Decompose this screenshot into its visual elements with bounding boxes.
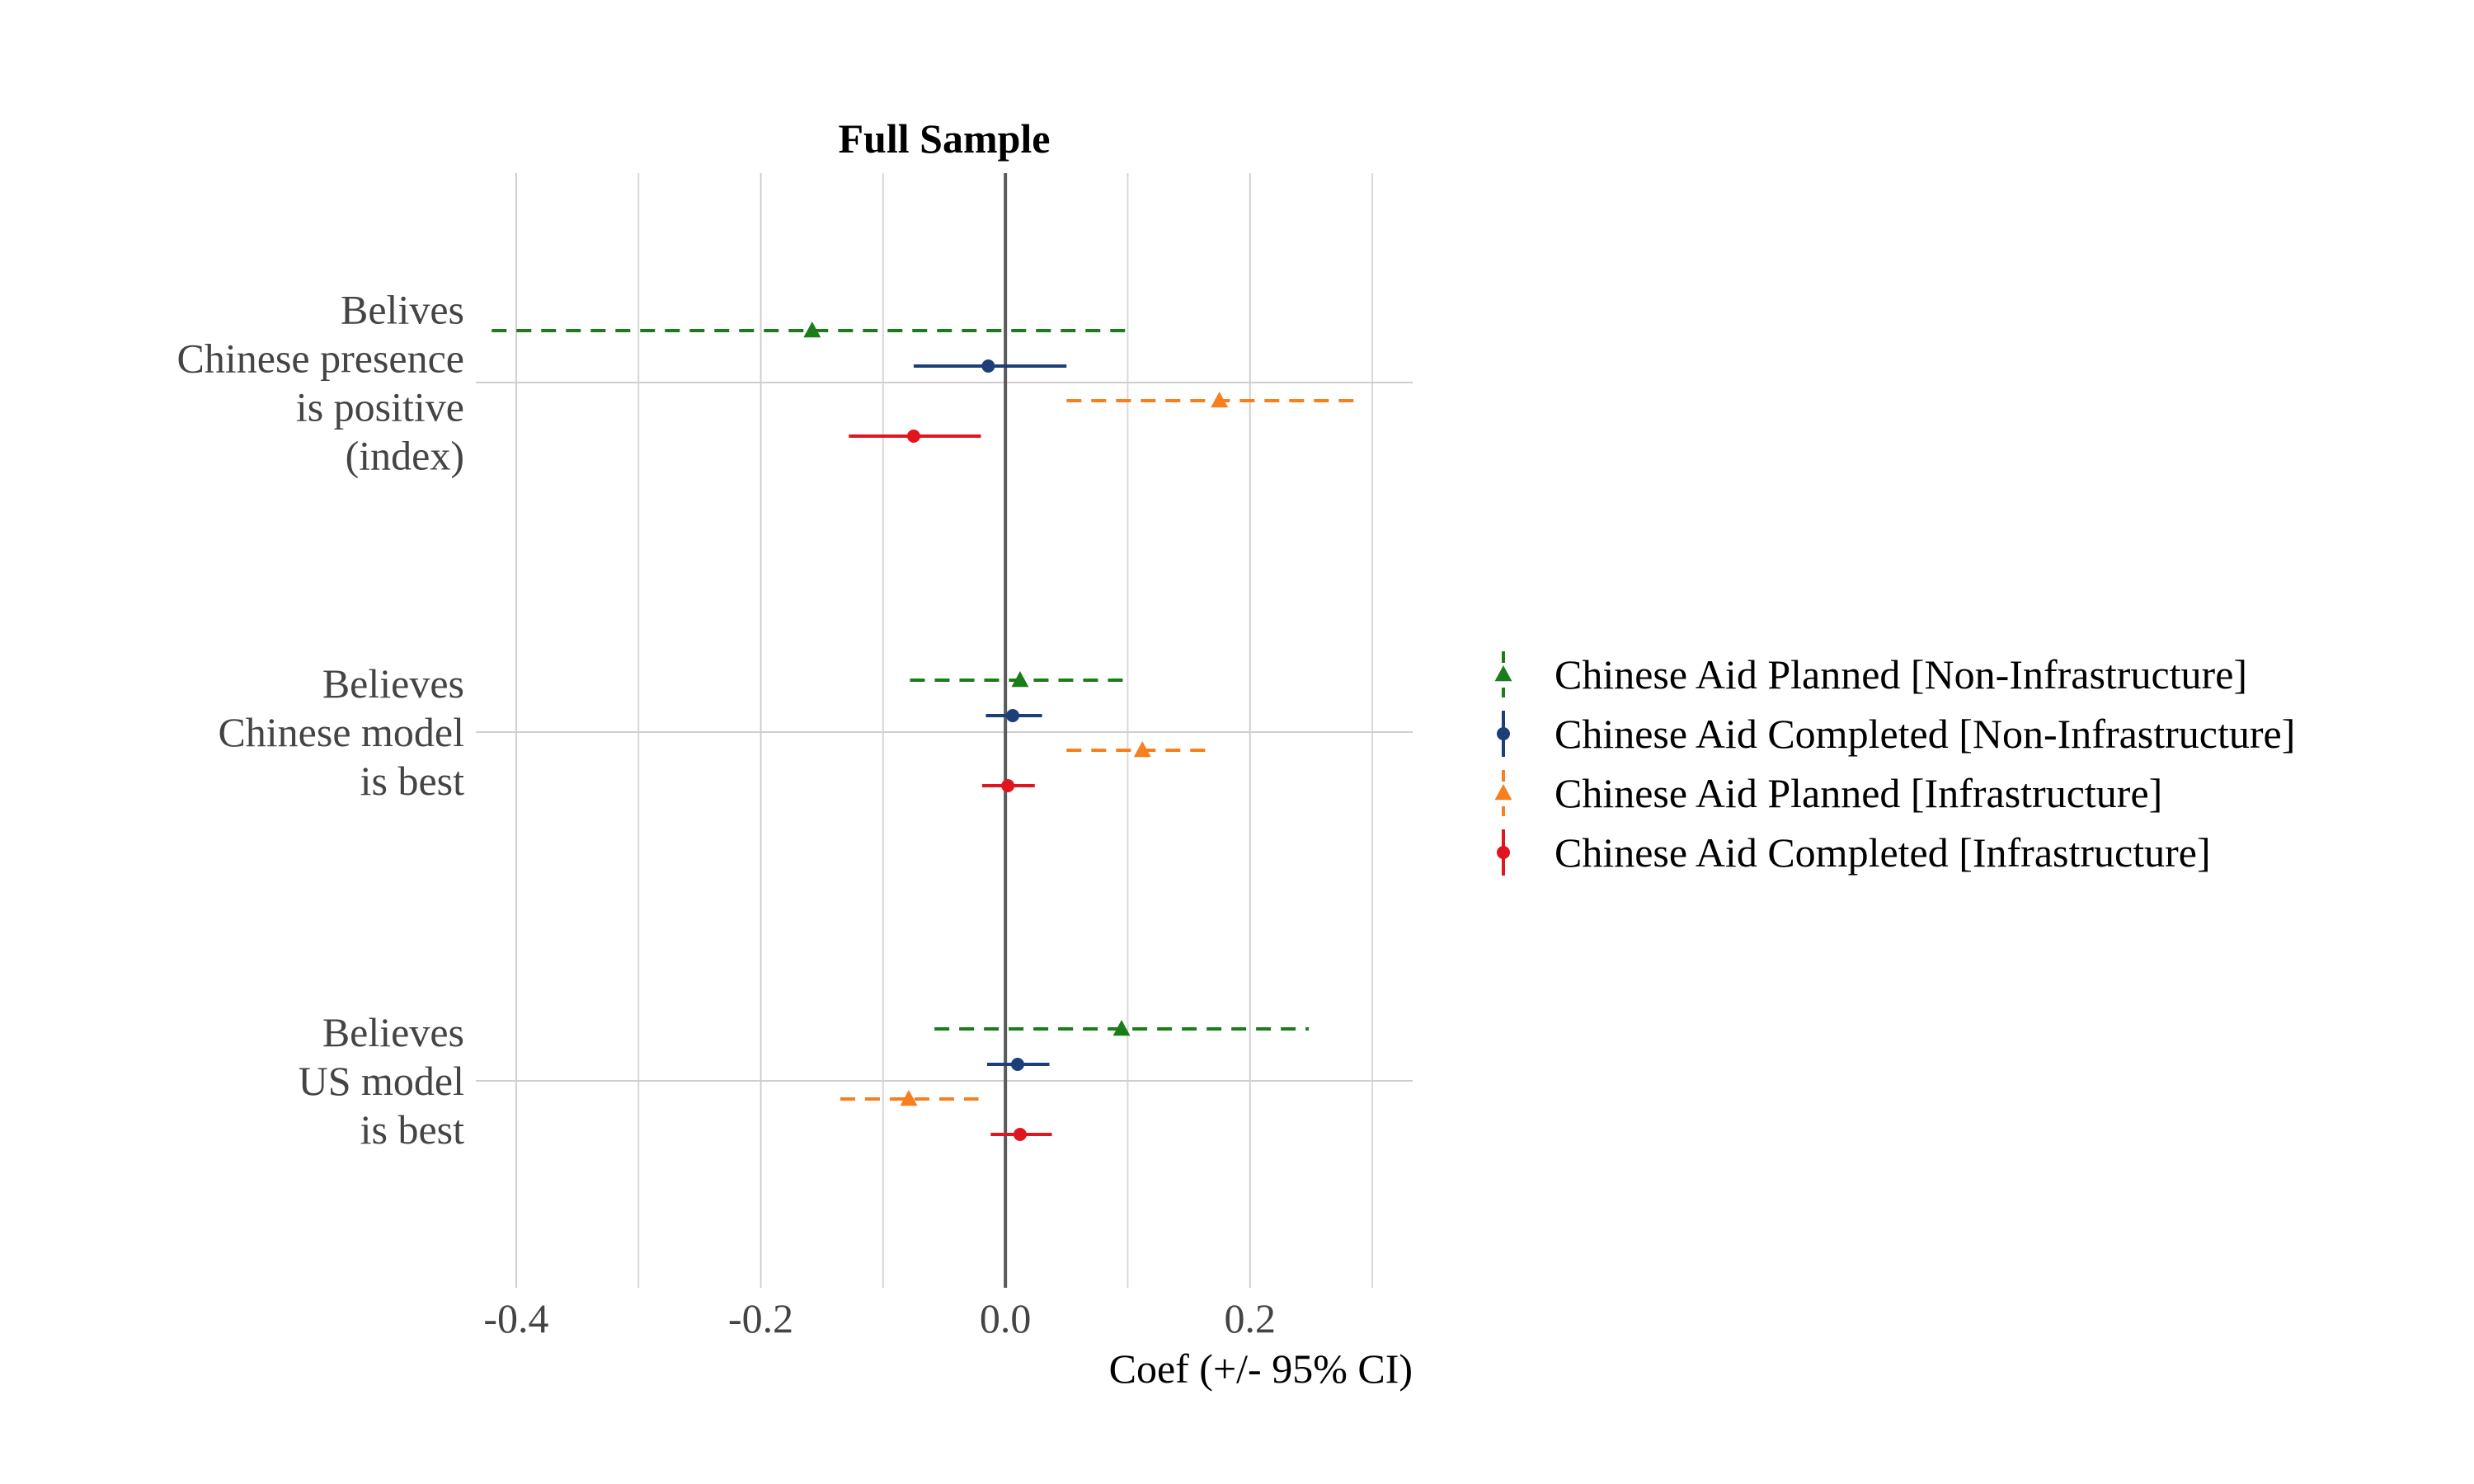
legend-label: Chinese Aid Completed [Non-Infrastructur… (1554, 711, 2295, 757)
legend-label: Chinese Aid Planned [Non-Infrastructure] (1554, 651, 2247, 697)
category-label-line: (index) (346, 433, 464, 479)
legend-key-dot (1497, 846, 1510, 859)
point-estimate-dot (1006, 709, 1020, 722)
gridlines (476, 173, 1413, 1288)
legend-key-triangle (1494, 665, 1512, 682)
series-group (492, 322, 1309, 1036)
legend-item: Chinese Aid Completed [Infrastructure] (1497, 829, 2211, 876)
x-tick-label: -0.4 (483, 1295, 548, 1341)
category-label-line: US model (299, 1058, 464, 1104)
legend-label: Chinese Aid Planned [Infrastructure] (1554, 770, 2162, 816)
legend-item: Chinese Aid Completed [Non-Infrastructur… (1497, 711, 2295, 757)
point-estimate-dot (906, 430, 920, 443)
point-estimate-triangle (1133, 741, 1151, 758)
x-tick-label: -0.2 (728, 1295, 793, 1341)
series-group (913, 359, 1067, 1071)
series-layer (492, 322, 1361, 1141)
category-label-line: Believes (322, 660, 464, 707)
legend-key-dot (1497, 727, 1510, 740)
category-label-line: is best (360, 1106, 465, 1153)
x-axis-title: Coef (+/- 95% CI) (1109, 1345, 1413, 1392)
x-tick-labels: -0.4 -0.2 0.0 0.2 (483, 1295, 1276, 1341)
point-estimate-triangle (1112, 1020, 1131, 1036)
point-estimate-dot (1013, 1128, 1027, 1141)
category-label-line: is positive (296, 384, 464, 430)
category-label-line: is best (360, 758, 465, 804)
category-label-line: Believes (322, 1009, 464, 1055)
chart-title: Full Sample (839, 115, 1051, 162)
point-estimate-triangle (1011, 671, 1029, 688)
category-label-line: Chinese model (218, 709, 464, 755)
point-estimate-triangle (1211, 392, 1229, 408)
legend: Chinese Aid Planned [Non-Infrastructure]… (1494, 651, 2295, 876)
legend-label: Chinese Aid Completed [Infrastructure] (1554, 829, 2211, 876)
legend-item: Chinese Aid Planned [Infrastructure] (1494, 770, 2162, 816)
point-estimate-dot (981, 359, 995, 373)
x-tick-label: 0.0 (980, 1295, 1032, 1341)
category-label-line: Belives (341, 287, 464, 333)
point-estimate-triangle (900, 1090, 918, 1106)
series-group (840, 392, 1361, 1106)
legend-key-triangle (1494, 784, 1512, 801)
point-estimate-triangle (803, 322, 821, 338)
category-label-line: Chinese presence (177, 336, 464, 382)
series-group (849, 430, 1052, 1141)
point-estimate-dot (1010, 1058, 1024, 1071)
legend-item: Chinese Aid Planned [Non-Infrastructure] (1494, 651, 2247, 697)
point-estimate-dot (1001, 779, 1015, 792)
x-tick-label: 0.2 (1225, 1295, 1277, 1341)
